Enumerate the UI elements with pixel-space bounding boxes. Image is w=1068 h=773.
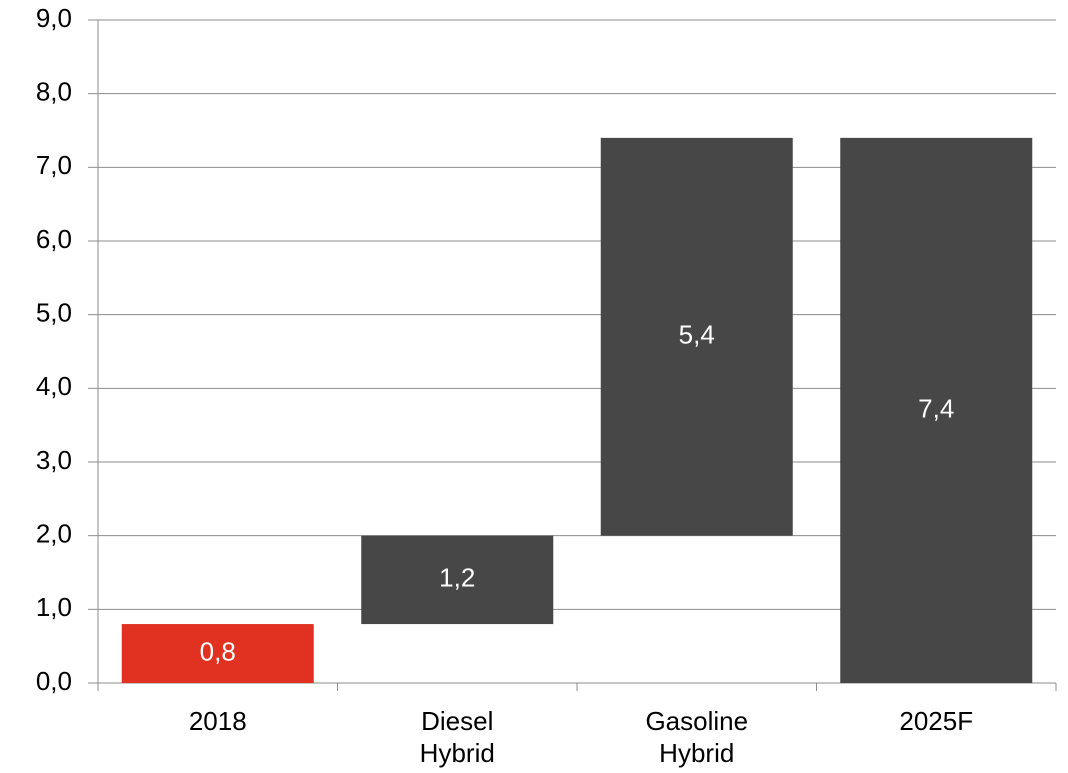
bar (121, 624, 314, 683)
value-label: 0,8 (200, 636, 236, 666)
value-label: 1,2 (439, 563, 475, 593)
bar (840, 137, 1033, 683)
value-label: 7,4 (918, 393, 954, 423)
y-tick-label: 9,0 (36, 3, 72, 33)
x-tick-label: Diesel Hybrid (419, 706, 495, 768)
value-label: 5,4 (679, 320, 715, 350)
y-tick-label: 2,0 (36, 519, 72, 549)
y-tick-label: 0,0 (36, 666, 72, 696)
y-tick-label: 1,0 (36, 592, 72, 622)
bar (600, 137, 793, 536)
x-tick-label: 2018 (188, 706, 247, 736)
bar (361, 535, 554, 625)
y-tick-label: 8,0 (36, 77, 72, 107)
y-tick-label: 5,0 (36, 298, 72, 328)
x-tick-label: 2025F (899, 706, 974, 736)
y-tick-label: 7,0 (36, 150, 72, 180)
y-tick-label: 6,0 (36, 224, 72, 254)
y-tick-label: 3,0 (36, 445, 72, 475)
x-tick-label: Gasoline Hybrid (645, 706, 749, 768)
y-tick-label: 4,0 (36, 371, 72, 401)
